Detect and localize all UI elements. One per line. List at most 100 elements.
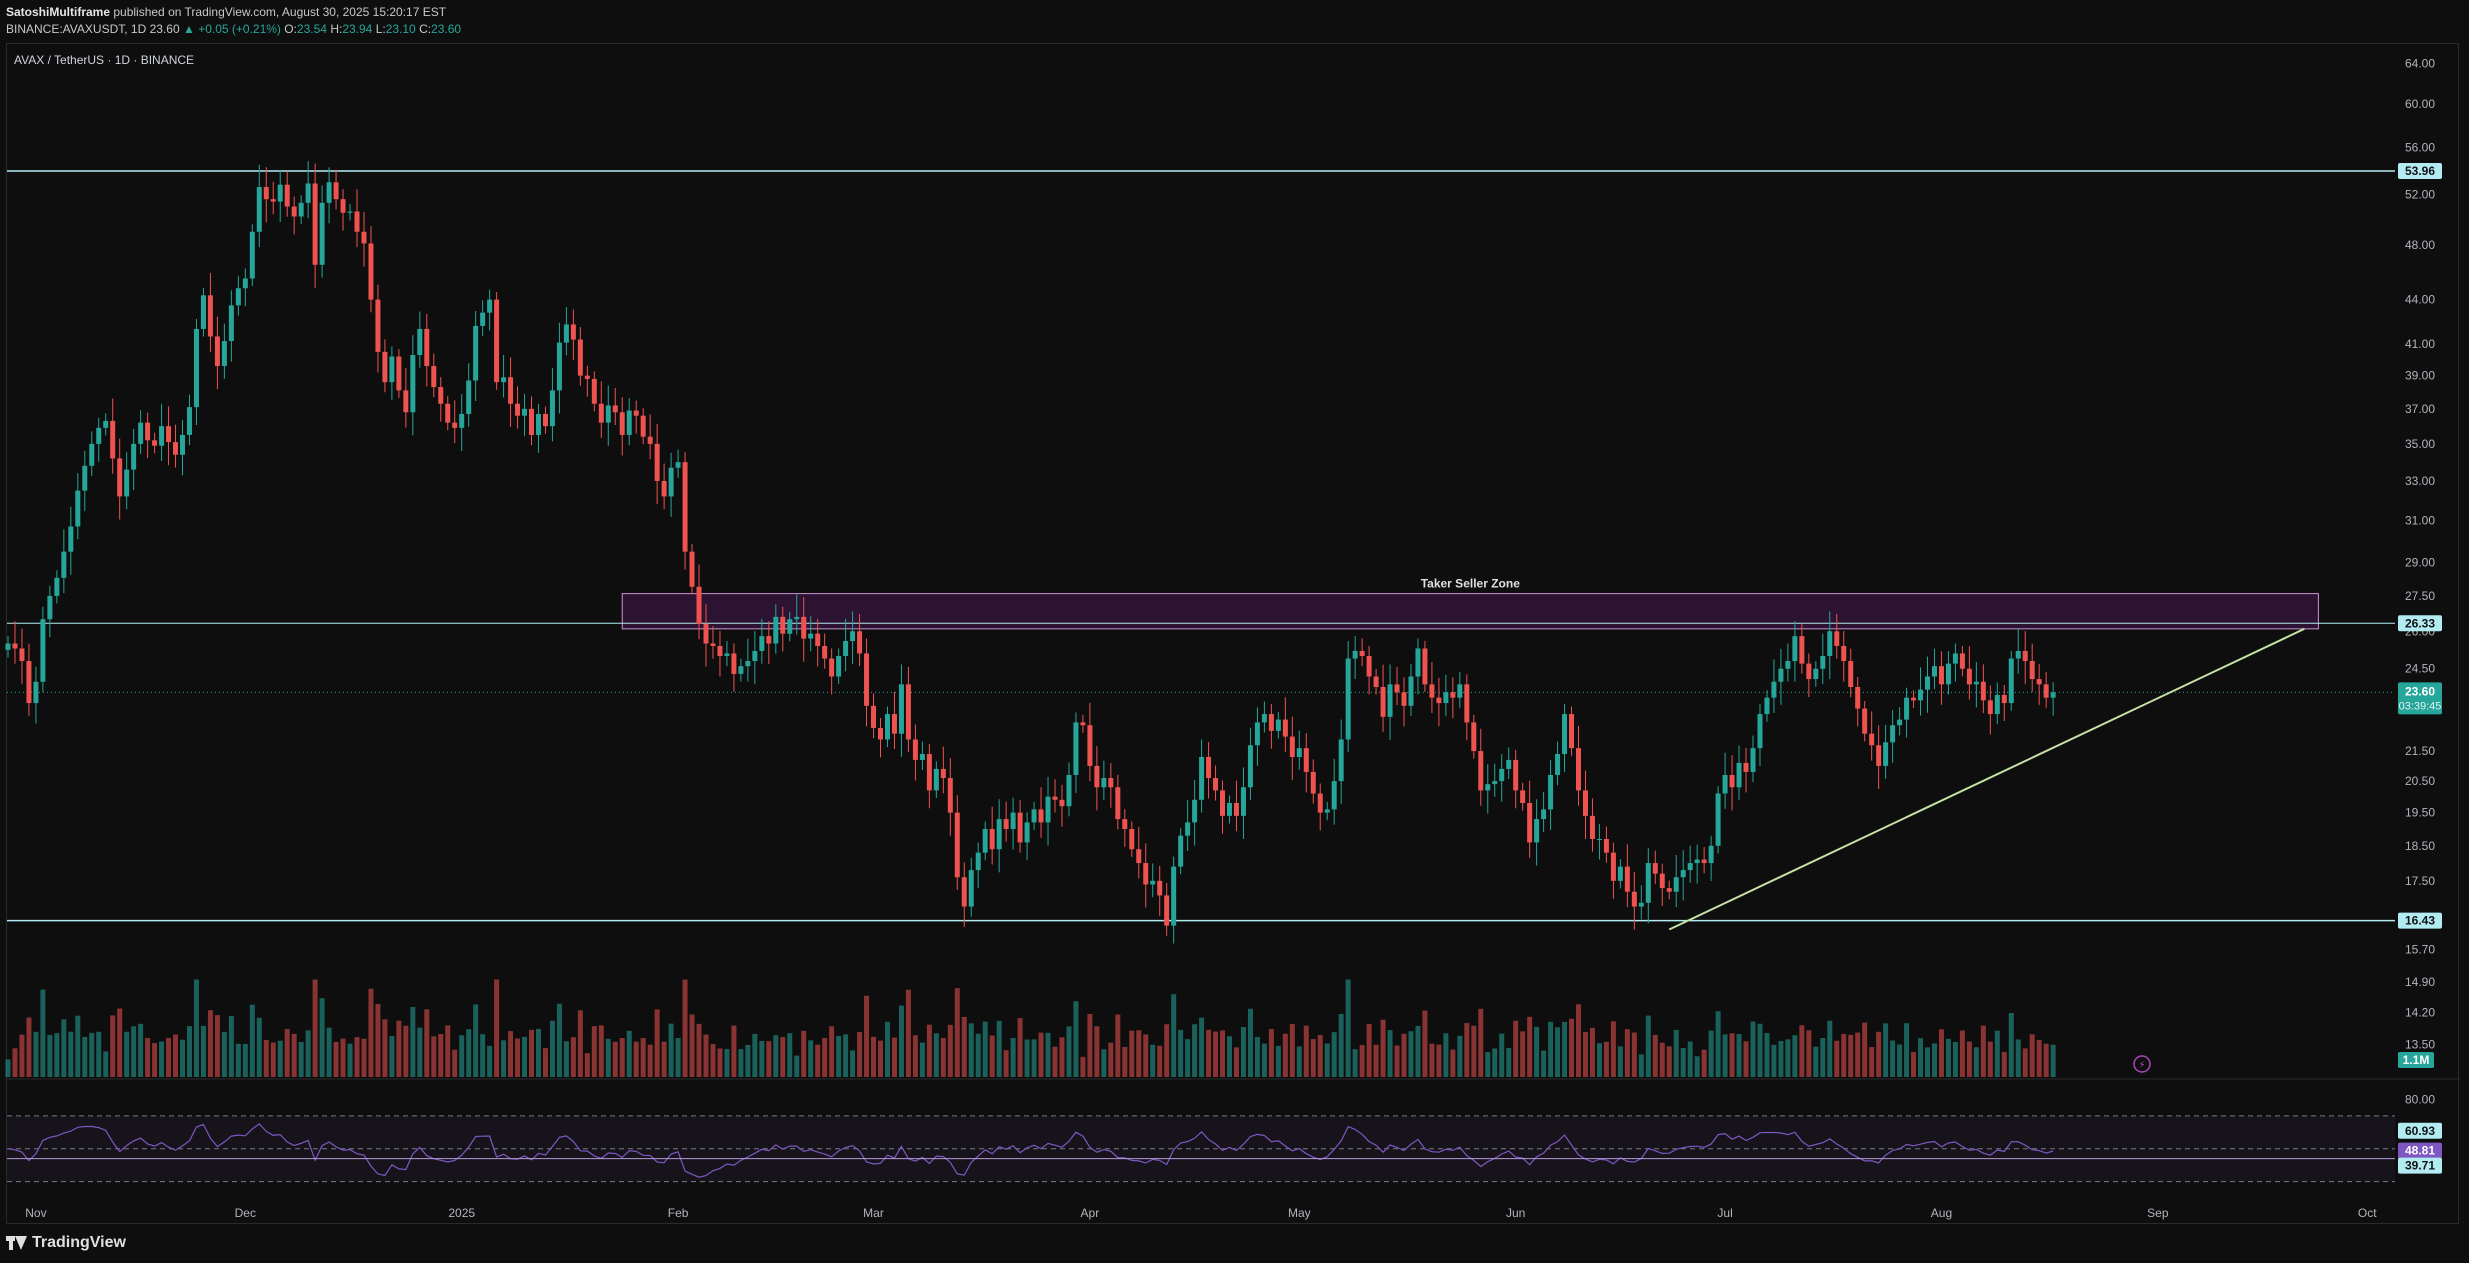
volume-bar (291, 1033, 297, 1077)
brand-name: TradingView (32, 1234, 126, 1251)
volume-bar (905, 989, 911, 1077)
x-tick-label: Sep (2147, 1206, 2169, 1220)
candle-body (1890, 725, 1896, 743)
candle-body (54, 577, 60, 596)
volume-bar (1045, 1032, 1051, 1077)
candle-body (1003, 819, 1009, 829)
volume-bar (1310, 1039, 1316, 1077)
volume-bar (1331, 1032, 1337, 1077)
volume-bar (186, 1026, 192, 1077)
volume-bar (912, 1035, 918, 1077)
candle-body (982, 828, 988, 853)
candle-body (431, 366, 437, 388)
candle-body (75, 490, 81, 527)
volume-bar (1017, 1018, 1023, 1077)
volume-bar (1436, 1044, 1442, 1077)
candle-body (207, 295, 213, 337)
candle-body (26, 661, 32, 704)
candle-body (1261, 714, 1267, 723)
ohlc-line: BINANCE:AVAXUSDT, 1D 23.60 ▲ +0.05 (+0.2… (6, 21, 461, 38)
candle-body (556, 342, 562, 391)
candle-body (1220, 790, 1226, 816)
candle-body (1771, 681, 1777, 698)
volume-bar (1548, 1021, 1554, 1077)
candle-body (1624, 866, 1630, 892)
candle-body (640, 415, 646, 437)
candle-body (1931, 666, 1937, 677)
candle-body (1317, 793, 1323, 813)
volume-bar (131, 1026, 137, 1077)
candle-body (438, 387, 444, 404)
volume-bar (19, 1034, 25, 1077)
candle-body (487, 299, 493, 313)
price-change: ▲ +0.05 (+0.21%) (182, 22, 281, 36)
author-name[interactable]: SatoshiMultiframe (6, 5, 111, 19)
candle-body (529, 408, 534, 435)
volume-bar (1275, 1045, 1281, 1077)
volume-bar (1631, 1032, 1637, 1077)
volume-bar (375, 1004, 381, 1077)
candle-body (724, 653, 730, 656)
candle-body (145, 422, 151, 441)
volume-bar (1715, 1011, 1721, 1077)
volume-bar (75, 1015, 81, 1077)
candle-body (2022, 650, 2028, 662)
y-tick-label: 13.50 (2405, 1037, 2435, 1051)
volume-bar (340, 1038, 346, 1077)
volume-bar (1199, 1017, 1205, 1077)
volume-bar (68, 1031, 74, 1077)
volume-bar (1589, 1027, 1595, 1077)
volume-bar (1687, 1041, 1693, 1077)
volume-bar (598, 1025, 604, 1077)
volume-bar (277, 1040, 283, 1077)
chart-header: SatoshiMultiframe published on TradingVi… (6, 4, 461, 38)
candle-body (682, 462, 688, 552)
volume-bar (5, 1059, 11, 1077)
candle-body (1338, 739, 1344, 782)
candle-body (368, 243, 374, 300)
volume-bar (710, 1044, 716, 1077)
candle-body (410, 354, 416, 413)
candle-body (689, 551, 695, 587)
volume-bar (1652, 1034, 1658, 1077)
volume-bar (759, 1040, 765, 1077)
candle-body (1359, 650, 1365, 656)
volume-bar (1387, 1030, 1393, 1077)
candle-body (82, 465, 88, 491)
candle-body (1136, 849, 1142, 864)
candle-body (270, 199, 276, 202)
volume-bar (152, 1043, 158, 1077)
volume-bar (96, 1031, 102, 1077)
y-tick-label: 64.00 (2405, 56, 2435, 70)
rsi-line (7, 1123, 2054, 1178)
volume-bar (1952, 1042, 1958, 1077)
candle-body (375, 299, 381, 352)
candle-body (766, 636, 772, 644)
candle-body (1603, 839, 1609, 853)
volume-bar (1506, 1047, 1512, 1077)
candle-body (710, 643, 716, 646)
volume-bar (1122, 1046, 1128, 1077)
volume-bar (1003, 1050, 1009, 1077)
volume-bar (773, 1035, 779, 1077)
volume-bar (1471, 1025, 1477, 1077)
candle-body (815, 633, 821, 646)
candle-body (1087, 725, 1093, 766)
volume-bar (180, 1039, 185, 1077)
candle-body (89, 443, 95, 466)
level-price-label: 16.43 (2405, 914, 2435, 928)
x-tick-label: Jun (1506, 1206, 1525, 1220)
tradingview-branding[interactable]: TradingView (6, 1234, 126, 1252)
volume-bar (1911, 1052, 1917, 1077)
volume-bar (1499, 1033, 1505, 1077)
volume-bar (319, 998, 325, 1077)
volume-bar (221, 1031, 227, 1077)
candle-body (1750, 748, 1756, 772)
candle-body (1150, 880, 1156, 885)
candle-body (1694, 859, 1700, 864)
volume-bar (1450, 1049, 1456, 1077)
volume-bar (33, 1031, 39, 1077)
volume-bar (438, 1034, 444, 1077)
candle-body (1513, 759, 1519, 791)
